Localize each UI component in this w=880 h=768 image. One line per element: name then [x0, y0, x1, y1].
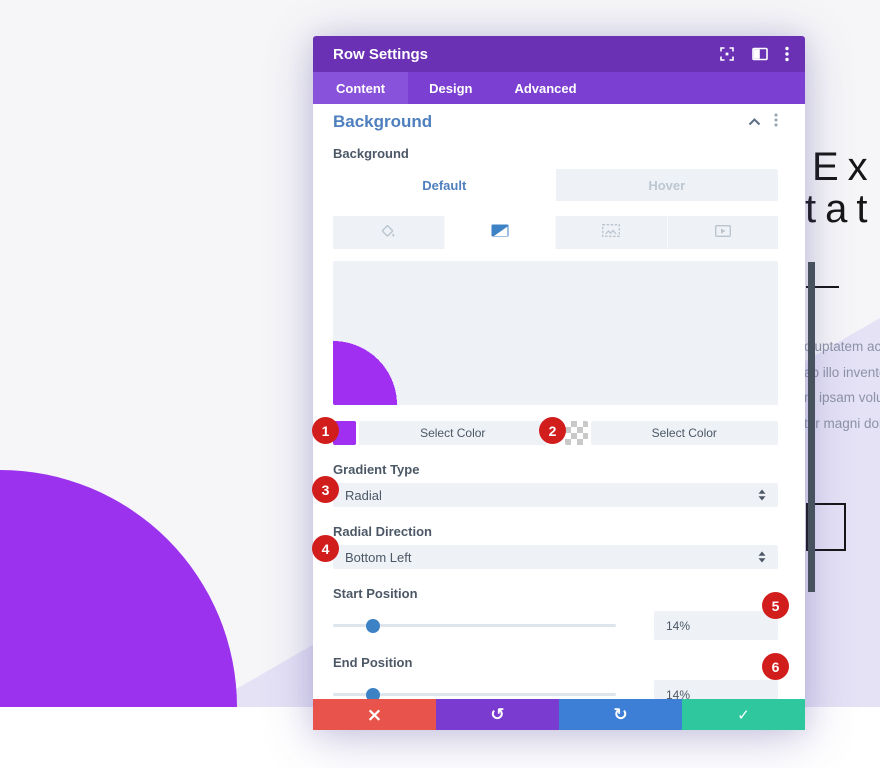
gradient-type-select[interactable]: Radial — [333, 483, 778, 507]
page-heading-line2: tat — [805, 187, 877, 231]
check-icon: ✓ — [737, 705, 750, 724]
modal-title: Row Settings — [333, 45, 429, 63]
step-badge-6: 6 — [762, 653, 789, 680]
gradient-color-row: Select Color Select Color — [333, 421, 778, 445]
gradient-type-value: Radial — [345, 487, 382, 503]
gradient-icon — [491, 224, 509, 242]
radial-direction-value: Bottom Left — [345, 549, 412, 565]
state-tab-default[interactable]: Default — [333, 169, 556, 201]
background-type-tabs — [333, 216, 778, 249]
modal-nav-tabs: Content Design Advanced — [313, 72, 805, 104]
start-position-slider[interactable] — [333, 618, 616, 633]
slider-thumb[interactable] — [365, 618, 380, 633]
select-color-2-button[interactable]: Select Color — [590, 421, 778, 445]
modal-body: Background Background — [313, 104, 805, 699]
background-field-label: Background — [333, 146, 409, 161]
step-badge-5: 5 — [762, 592, 789, 619]
heading-divider — [806, 286, 839, 288]
image-icon — [602, 223, 621, 242]
slider-track[interactable] — [333, 624, 616, 627]
gradient-type-label: Gradient Type — [333, 462, 420, 477]
radial-direction-label: Radial Direction — [333, 524, 432, 539]
paragraph-line: m ipsam voluptatem quia — [804, 390, 880, 405]
end-position-row: 14% — [333, 680, 778, 699]
split-view-icon[interactable] — [752, 47, 768, 61]
discard-button[interactable]: × — [313, 699, 436, 730]
page-heading: Ex tat — [805, 145, 877, 230]
modal-scrollbar[interactable] — [808, 262, 815, 592]
gradient-color-2-swatch[interactable] — [564, 421, 588, 445]
end-position-label: End Position — [333, 655, 413, 670]
kebab-menu-icon[interactable] — [785, 46, 789, 62]
expand-modal-icon[interactable] — [719, 46, 735, 62]
tab-content[interactable]: Content — [313, 72, 409, 104]
tab-advanced[interactable]: Advanced — [514, 80, 577, 96]
bg-type-gradient-tab[interactable] — [444, 216, 555, 249]
modal-header: Row Settings — [313, 36, 805, 72]
step-badge-2: 2 — [539, 417, 566, 444]
gradient-preview — [333, 261, 778, 405]
save-button[interactable]: ✓ — [682, 699, 805, 730]
bg-type-color-tab[interactable] — [333, 216, 444, 249]
background-section-header[interactable]: Background — [333, 112, 778, 132]
undo-icon: ↺ — [490, 704, 505, 725]
select-color-1-button[interactable]: Select Color — [359, 421, 547, 445]
end-position-slider[interactable] — [333, 687, 616, 699]
video-icon — [714, 224, 731, 242]
modal-footer: × ↺ ↻ ✓ — [313, 699, 805, 730]
bg-type-video-tab[interactable] — [667, 216, 778, 249]
end-position-value[interactable]: 14% — [654, 680, 778, 699]
start-position-row: 14% — [333, 611, 778, 640]
row-settings-modal: Row Settings — [313, 36, 805, 730]
bg-type-image-tab[interactable] — [556, 216, 667, 249]
slider-track[interactable] — [333, 693, 616, 696]
page-paragraph: oluptatem accusantium dolore ab illo inv… — [804, 334, 880, 436]
start-position-label: Start Position — [333, 586, 418, 601]
select-spinner-icon — [758, 551, 766, 563]
paint-bucket-icon — [379, 222, 397, 244]
close-x-icon: × — [366, 703, 383, 726]
page-heading-line1: Ex — [812, 145, 877, 189]
step-badge-4: 4 — [312, 535, 339, 562]
paragraph-line: tur magni dolores eos — [804, 415, 880, 431]
undo-button[interactable]: ↺ — [436, 699, 559, 730]
step-badge-1: 1 — [312, 417, 339, 444]
select-spinner-icon — [758, 489, 766, 501]
page-outline-button[interactable] — [806, 503, 846, 551]
state-tab-hover[interactable]: Hover — [648, 177, 686, 193]
collapse-chevron-icon[interactable] — [748, 113, 761, 131]
background-state-tabs: Default Hover — [333, 169, 778, 201]
section-options-icon[interactable] — [774, 113, 778, 132]
slider-thumb[interactable] — [365, 687, 380, 699]
tab-design[interactable]: Design — [429, 80, 473, 96]
start-position-value[interactable]: 14% — [654, 611, 778, 640]
section-title: Background — [333, 112, 433, 131]
redo-icon: ↻ — [613, 704, 628, 725]
paragraph-line: ab illo inventore veritatis — [804, 364, 880, 380]
step-badge-3: 3 — [312, 476, 339, 503]
paragraph-line: oluptatem accusantium dolore — [804, 339, 880, 354]
radial-direction-select[interactable]: Bottom Left — [333, 545, 778, 569]
redo-button[interactable]: ↻ — [559, 699, 682, 730]
